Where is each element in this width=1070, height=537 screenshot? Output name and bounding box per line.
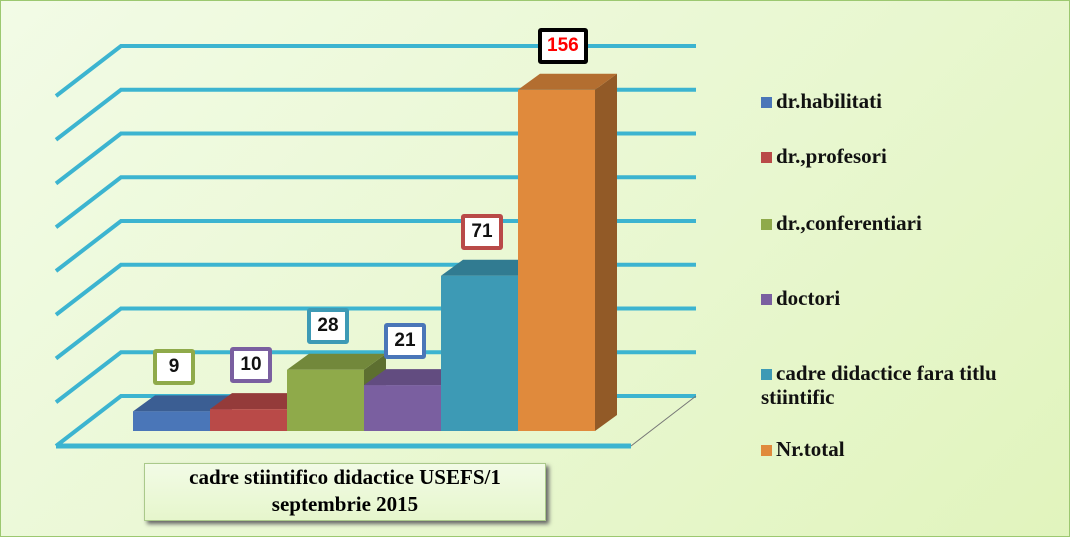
category-label: cadre stiintifico didactice USEFS/1 sept… xyxy=(144,463,546,521)
legend-entry: dr.,conferentiari xyxy=(761,211,1061,235)
data-label: 9 xyxy=(153,349,195,386)
bar-top xyxy=(287,353,386,370)
grid-line xyxy=(54,131,696,186)
legend-entry: dr.,profesori xyxy=(761,144,1061,168)
bar xyxy=(210,409,287,431)
legend-label: dr.habilitati xyxy=(776,89,883,113)
legend-entry: Nr.total xyxy=(761,437,1061,461)
legend-swatch xyxy=(761,152,772,163)
bar xyxy=(287,369,364,431)
legend-entry: doctori xyxy=(761,286,1061,310)
legend-label: doctori xyxy=(776,286,841,310)
legend-swatch xyxy=(761,445,772,456)
legend-label: dr.,conferentiari xyxy=(776,211,922,235)
bar xyxy=(364,385,441,431)
data-label: 21 xyxy=(384,323,426,360)
legend-swatch xyxy=(761,369,772,380)
bar-top xyxy=(518,73,617,90)
bar xyxy=(133,411,210,431)
legend-label: cadre didactice fara titlu stiintific xyxy=(761,361,997,409)
bar-top xyxy=(133,395,232,412)
grid-line xyxy=(54,44,696,98)
grid-line xyxy=(54,175,696,229)
data-label: 10 xyxy=(230,347,272,384)
grid-line xyxy=(54,87,696,142)
legend-entry: dr.habilitati xyxy=(761,89,1061,113)
bar-top xyxy=(210,393,309,410)
bar-top xyxy=(364,369,463,386)
data-label: 28 xyxy=(307,307,349,344)
bar-top xyxy=(441,259,540,276)
legend-entry: cadre didactice fara titlu stiintific xyxy=(761,361,1061,409)
data-label: 156 xyxy=(538,27,588,64)
legend-swatch xyxy=(761,294,772,305)
legend-swatch xyxy=(761,219,772,230)
data-label: 71 xyxy=(461,213,503,250)
legend-swatch xyxy=(761,97,772,108)
floor-side xyxy=(630,395,697,447)
legend-label: Nr.total xyxy=(776,437,845,461)
bar xyxy=(441,275,518,431)
bar-side xyxy=(595,73,617,431)
legend-label: dr.,profesori xyxy=(776,144,887,168)
bar xyxy=(518,89,595,431)
grid-line xyxy=(54,219,696,273)
